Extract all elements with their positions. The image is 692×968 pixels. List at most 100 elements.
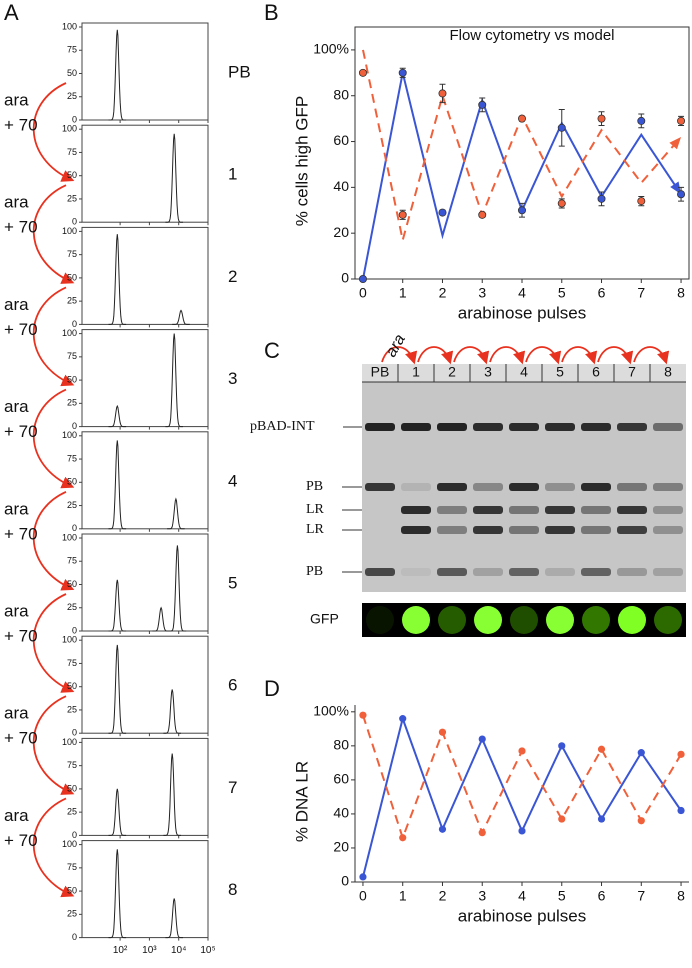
histogram-frame	[81, 533, 209, 632]
step-label: ara	[4, 397, 29, 416]
data-point	[478, 100, 487, 109]
step-label: + 70	[4, 524, 38, 543]
histogram-peak	[165, 333, 183, 428]
row-label: 7	[228, 778, 237, 797]
data-point	[478, 735, 486, 743]
panel-letter: D	[264, 676, 280, 701]
x-tick-label: 0	[359, 285, 367, 301]
y-tick-label: 0	[341, 873, 349, 889]
step-label: ara	[4, 499, 29, 518]
x-tick-label: 8	[677, 285, 685, 301]
gel-band	[545, 423, 575, 431]
y-tick-label: 0	[72, 932, 77, 942]
lane-label: 1	[412, 364, 420, 380]
x-tick-label: 0	[359, 888, 367, 904]
gel-band	[509, 423, 539, 431]
gel-band	[437, 568, 467, 576]
histogram-frame	[81, 226, 209, 325]
y-tick-label: 0	[72, 319, 77, 329]
histogram-frame	[81, 840, 209, 939]
panel-letter: B	[264, 0, 279, 25]
x-tick-label: 1	[399, 888, 407, 904]
data-point	[677, 116, 686, 125]
data-point	[518, 206, 527, 215]
data-point	[637, 197, 646, 206]
x-tick-label: 6	[598, 888, 606, 904]
gel-band	[545, 568, 575, 576]
gel-band	[509, 526, 539, 534]
y-tick-label: 75	[67, 453, 77, 463]
step-label: ara	[4, 90, 29, 109]
gel-band	[617, 423, 647, 431]
chart-title: Flow cytometry vs model	[449, 27, 614, 44]
data-point	[518, 827, 526, 835]
data-point	[478, 829, 486, 837]
y-tick-label: 100	[62, 430, 77, 440]
row-label: 3	[228, 369, 237, 388]
gel-band	[653, 568, 683, 576]
gel-band	[617, 526, 647, 534]
band-label: pBAD-INT	[250, 419, 315, 434]
lane-arrow	[525, 346, 562, 365]
data-point	[677, 806, 685, 815]
gel-band	[401, 568, 431, 576]
y-tick-label: 0	[72, 830, 77, 840]
x-tick-label: 5	[558, 888, 566, 904]
step-label: + 70	[4, 218, 38, 237]
histogram-peak	[172, 309, 190, 325]
y-tick-label: 0	[72, 217, 77, 227]
y-tick-label: 80	[333, 737, 349, 753]
line-arrowhead	[669, 136, 682, 150]
data-point	[558, 815, 566, 823]
row-label: 2	[228, 267, 237, 286]
y-tick-label: 80	[333, 86, 349, 102]
reporter-well	[546, 606, 574, 634]
gel-band	[437, 506, 467, 514]
gel-band	[545, 506, 575, 514]
data-point	[557, 123, 566, 132]
reporter-well	[510, 606, 538, 634]
gel-band	[473, 526, 503, 534]
step-arrow	[32, 593, 75, 693]
y-tick-label: 40	[333, 805, 349, 821]
step-label: + 70	[4, 831, 38, 850]
y-tick-label: 0	[341, 270, 349, 286]
data-point	[399, 834, 407, 842]
lane-arrow	[597, 346, 634, 365]
data-point	[557, 199, 566, 208]
y-tick-label: 100	[62, 839, 77, 849]
data-point	[358, 68, 367, 77]
x-axis-label: arabinose pulses	[458, 303, 587, 322]
x-tick-label: 4	[518, 888, 526, 904]
x-tick-label: 3	[478, 285, 486, 301]
gel-header	[362, 364, 686, 382]
gel-band	[365, 568, 395, 576]
data-point	[597, 815, 606, 823]
y-tick-label: 25	[67, 909, 77, 919]
step-arrow	[32, 82, 75, 182]
y-tick-label: 75	[67, 147, 77, 157]
step-label: + 70	[4, 115, 38, 134]
histogram-peak	[108, 440, 127, 530]
step-arrow	[32, 490, 75, 591]
y-tick-label: 50	[67, 681, 77, 691]
y-tick-label: 25	[67, 704, 77, 714]
reporter-well	[366, 606, 394, 634]
data-point	[597, 114, 606, 123]
histogram-frame	[81, 329, 209, 428]
panel-letter: A	[4, 0, 19, 25]
step-arrow	[32, 286, 75, 387]
row-label: 8	[228, 880, 237, 899]
y-tick-label: 75	[67, 249, 77, 259]
data-point	[677, 190, 686, 199]
x-tick-label: 10⁴	[171, 945, 186, 956]
reporter-well	[474, 606, 502, 634]
gel-band	[581, 526, 611, 534]
histogram-peak	[108, 404, 127, 428]
x-tick-label: 3	[478, 888, 486, 904]
x-tick-label: 10⁵	[200, 945, 215, 956]
gel-band	[509, 568, 539, 576]
band-label: LR	[306, 502, 325, 517]
histogram-peak	[108, 579, 127, 632]
